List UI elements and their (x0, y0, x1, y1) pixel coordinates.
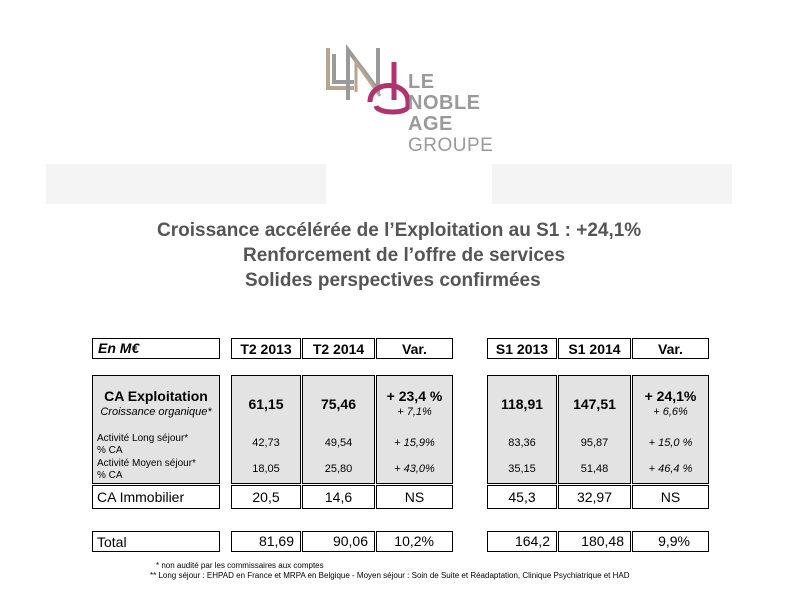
faint-block-right (492, 164, 732, 204)
organique-var-s: + 6,6% (653, 406, 688, 418)
long-sejour-t2-2013: 42,73 (252, 437, 280, 449)
footnotes: * non audité par les commissaires aux co… (150, 561, 630, 581)
long-sejour-s1-2013: 83,36 (508, 437, 536, 449)
moyen-sejour-t2-2014: 25,80 (324, 463, 353, 475)
total-s1-2014: 180,48 (558, 531, 631, 552)
total-t2-2013: 81,69 (231, 531, 301, 552)
total-t2-2014: 90,06 (302, 531, 375, 552)
s1-2013-block: 118,91 83,36 35,15 (487, 375, 557, 484)
ca-immobilier-var-s: NS (632, 485, 709, 509)
logo-wordmark: LE NOBLE AGE GROUPE (408, 71, 494, 157)
ca-exploitation-t2-2013: 61,15 (248, 396, 284, 412)
ca-exploitation-var-q: + 23,4 % (386, 388, 443, 404)
ca-exploitation-s1-2013: 118,91 (500, 396, 544, 412)
moyen-sejour-label: Activité Moyen séjour* (97, 458, 196, 469)
long-sejour-var-q: + 15,9% (394, 437, 435, 449)
ca-immobilier-var-q: NS (376, 485, 453, 509)
header-label-cell: En M€ (92, 338, 220, 359)
header-t2-2013: T2 2013 (231, 338, 301, 359)
header-t2-2014: T2 2014 (302, 338, 375, 359)
croissance-organique-label: Croissance organique* (100, 406, 212, 418)
faint-block-left (46, 164, 326, 204)
header-var-s: Var. (632, 338, 709, 359)
ca-exploitation-t2-2014: 75,46 (320, 396, 357, 412)
footnote-2: ** Long séjour : EHPAD en France et MRPA… (150, 571, 630, 580)
moyen-sejour-t2-2013: 18,05 (252, 463, 280, 475)
var-q-block: + 23,4 % + 7,1% + 15,9% + 43,0% (376, 375, 453, 484)
logo-line-le: LE (408, 71, 435, 93)
moyen-sejour-s1-2013: 35,15 (508, 463, 536, 475)
headline-2: Renforcement de l’offre de services (243, 245, 566, 266)
exploitation-label-block: CA Exploitation Croissance organique* Ac… (92, 375, 220, 484)
long-sejour-s1-2014: 95,87 (580, 437, 609, 449)
ca-immobilier-label: CA Immobilier (97, 489, 185, 505)
moyen-sejour-pct-label: % CA (97, 470, 123, 481)
total-s1-2013: 164,2 (487, 531, 557, 552)
t2-2014-block: 75,46 49,54 25,80 (302, 375, 375, 484)
lna-logo (326, 44, 411, 115)
header-s1-2013: S1 2013 (487, 338, 557, 359)
logo-line-age: AGE (408, 113, 453, 135)
s1-2014-block: 147,51 95,87 51,48 (558, 375, 631, 484)
total-label: Total (97, 534, 127, 550)
logo-line-noble: NOBLE (408, 92, 481, 114)
immobilier-label-cell: CA Immobilier (92, 485, 220, 509)
logo-line-groupe: GROUPE (408, 135, 494, 156)
ca-exploitation-var-s: + 24,1% (644, 388, 697, 404)
long-sejour-t2-2014: 49,54 (324, 437, 353, 449)
moyen-sejour-s1-2014: 51,48 (580, 463, 609, 475)
headline-3: Solides perspectives confirmées (245, 270, 541, 291)
var-s-block: + 24,1% + 6,6% + 15,0 % + 46,4 % (632, 375, 709, 484)
t2-2013-block: 61,15 42,73 18,05 (231, 375, 301, 484)
total-label-cell: Total (92, 531, 220, 552)
ca-immobilier-s1-2013: 45,3 (487, 485, 557, 509)
organique-var-q: + 7,1% (397, 406, 432, 418)
ca-exploitation-s1-2014: 147,51 (573, 396, 616, 412)
total-var-q: 10,2% (376, 531, 453, 552)
ca-immobilier-t2-2013: 20,5 (231, 485, 301, 509)
long-sejour-pct-label: % CA (97, 445, 123, 456)
footnote-1: * non audité par les commissaires aux co… (156, 561, 324, 570)
header-label: En M€ (98, 340, 140, 356)
moyen-sejour-var-s: + 46,4 % (648, 463, 693, 475)
header-s1-2014: S1 2014 (558, 338, 631, 359)
moyen-sejour-var-q: + 43,0% (394, 463, 435, 475)
header-var-q: Var. (376, 338, 453, 359)
headline-1: Croissance accélérée de l’Exploitation a… (157, 220, 642, 241)
ca-exploitation-label: CA Exploitation (104, 388, 208, 404)
long-sejour-var-s: + 15,0 % (648, 437, 693, 449)
ca-immobilier-t2-2014: 14,6 (302, 485, 375, 509)
ca-immobilier-s1-2014: 32,97 (558, 485, 631, 509)
total-var-s: 9,9% (632, 531, 709, 552)
long-sejour-label: Activité Long séjour* (97, 433, 189, 444)
